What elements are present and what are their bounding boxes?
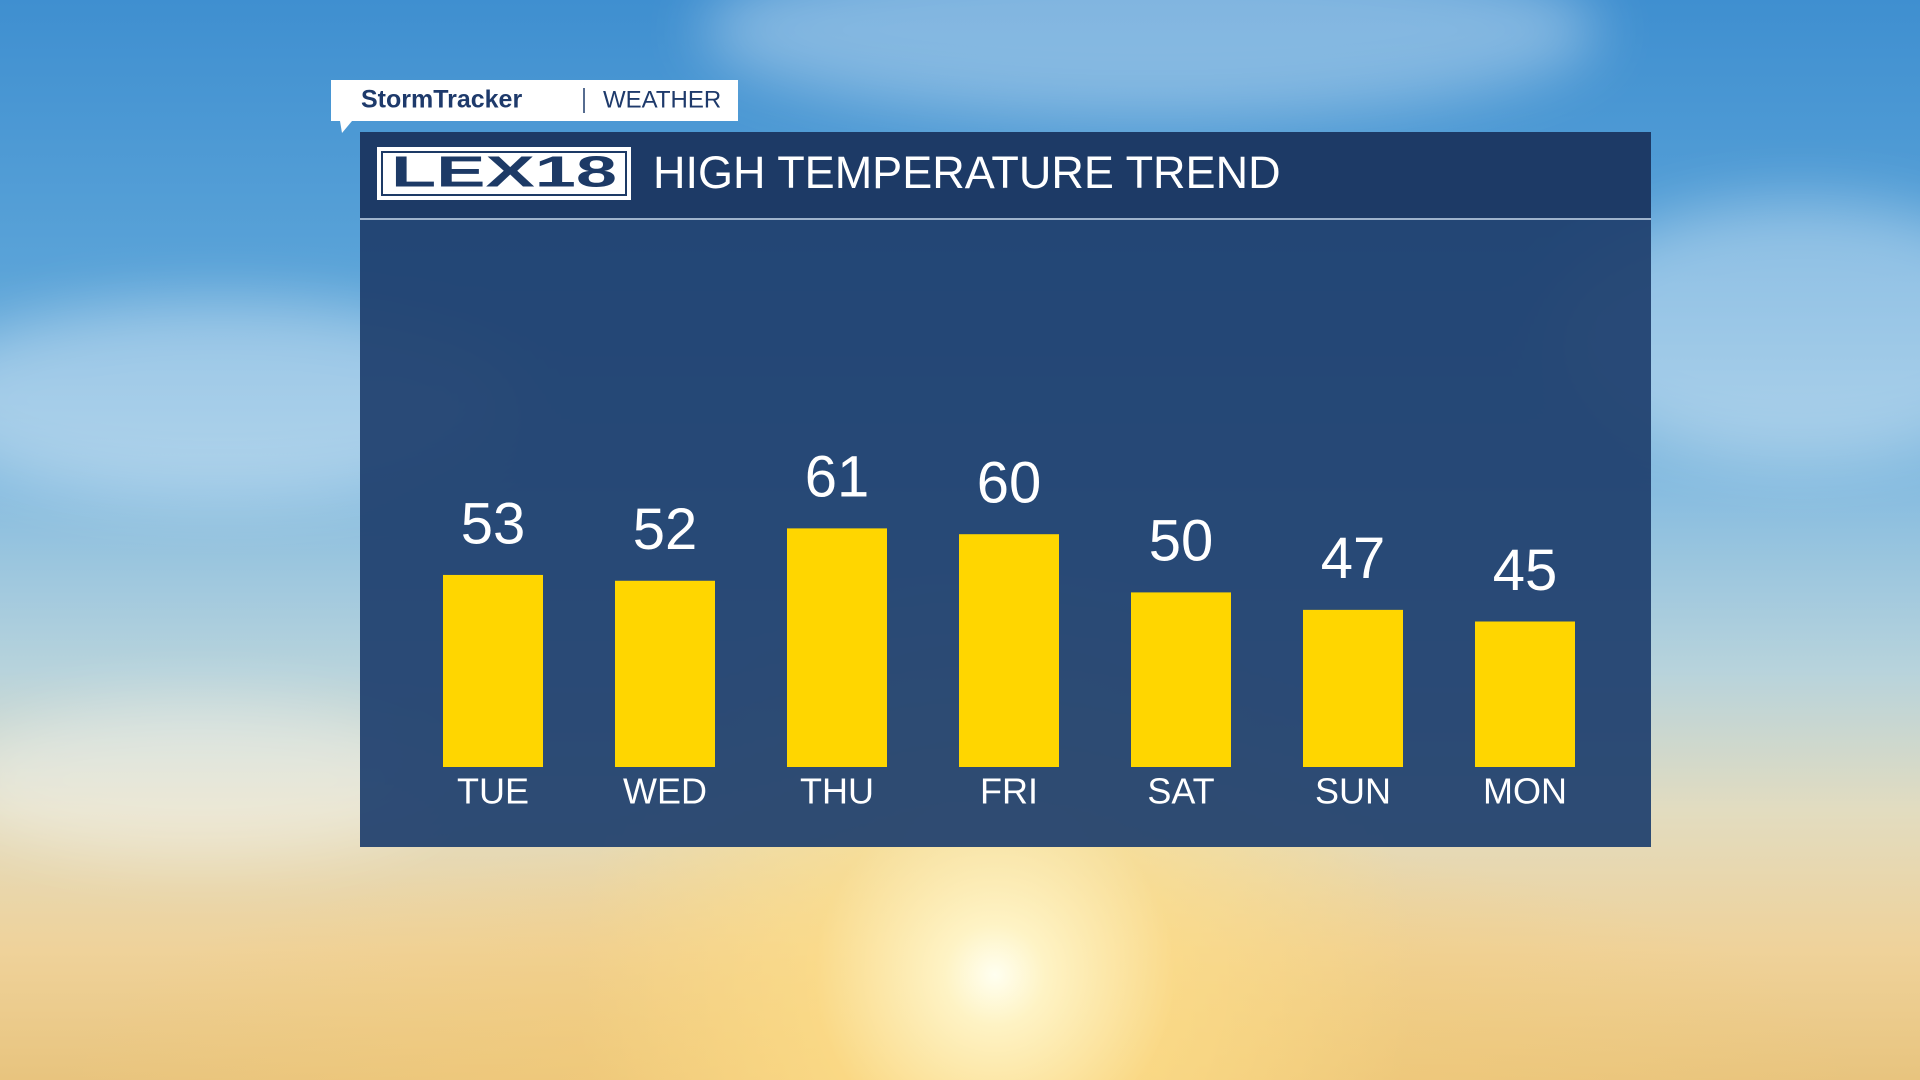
chart-title: HIGH TEMPERATURE TREND	[653, 147, 1281, 198]
x-tick-label: SAT	[1147, 771, 1214, 812]
bar	[1475, 621, 1575, 767]
tab-brand: StormTracker	[361, 86, 522, 114]
value-label: 61	[805, 445, 870, 510]
x-tick-label: WED	[623, 771, 707, 812]
x-tick-label: MON	[1483, 771, 1567, 812]
value-label: 47	[1321, 526, 1386, 591]
bar	[787, 528, 887, 767]
logo-frame	[381, 151, 627, 196]
value-label: 60	[977, 451, 1042, 516]
bar	[1131, 592, 1231, 767]
bar	[615, 580, 715, 767]
bar	[1303, 609, 1403, 767]
value-label: 45	[1493, 538, 1558, 603]
logo-box	[377, 147, 631, 200]
bar	[959, 534, 1059, 767]
tab-section: WEATHER	[603, 86, 721, 113]
x-tick-label: THU	[800, 771, 874, 812]
logo: LEX18	[391, 148, 617, 197]
x-tick-label: SUN	[1315, 771, 1391, 812]
tab-background	[331, 80, 738, 133]
bar	[443, 574, 543, 767]
x-tick-label: FRI	[980, 771, 1038, 812]
x-tick-label: TUE	[457, 771, 529, 812]
value-label: 50	[1149, 509, 1214, 574]
value-label: 52	[633, 497, 698, 562]
value-label: 53	[461, 491, 526, 556]
